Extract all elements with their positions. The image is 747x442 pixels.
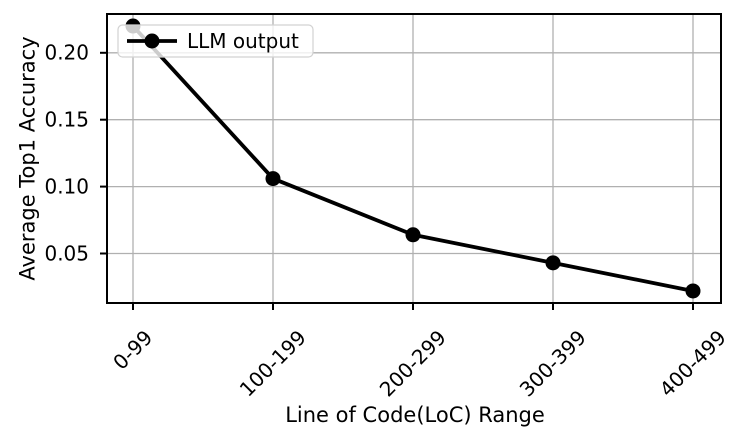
x-axis-label: Line of Code(LoC) Range — [285, 403, 545, 427]
x-tick-label: 0-99 — [108, 325, 157, 374]
x-tick-label: 200-299 — [375, 325, 451, 401]
data-point-marker — [265, 171, 281, 187]
data-point-marker — [685, 283, 701, 299]
y-tick-label: 0.10 — [44, 174, 89, 198]
y-tick-label: 0.15 — [44, 108, 89, 132]
data-point-marker — [405, 227, 421, 243]
x-tick-label: 400-499 — [655, 325, 731, 401]
legend-sample-marker-icon — [144, 33, 160, 49]
x-tick-label: 100-199 — [235, 325, 311, 401]
axes-layer: 0.05 0.10 0.15 0.20 0-99 100-199 200-299 300-39… — [44, 13, 731, 401]
legend-box — [117, 24, 314, 58]
legend: LLM output — [117, 24, 314, 58]
y-tick-label: 0.05 — [44, 241, 89, 265]
y-tick-label: 0.20 — [44, 41, 89, 65]
legend-label: LLM output — [187, 29, 299, 53]
data-point-marker — [545, 255, 561, 271]
y-axis-label: Average Top1 Accuracy — [15, 36, 39, 280]
x-tick-label: 300-399 — [515, 325, 591, 401]
